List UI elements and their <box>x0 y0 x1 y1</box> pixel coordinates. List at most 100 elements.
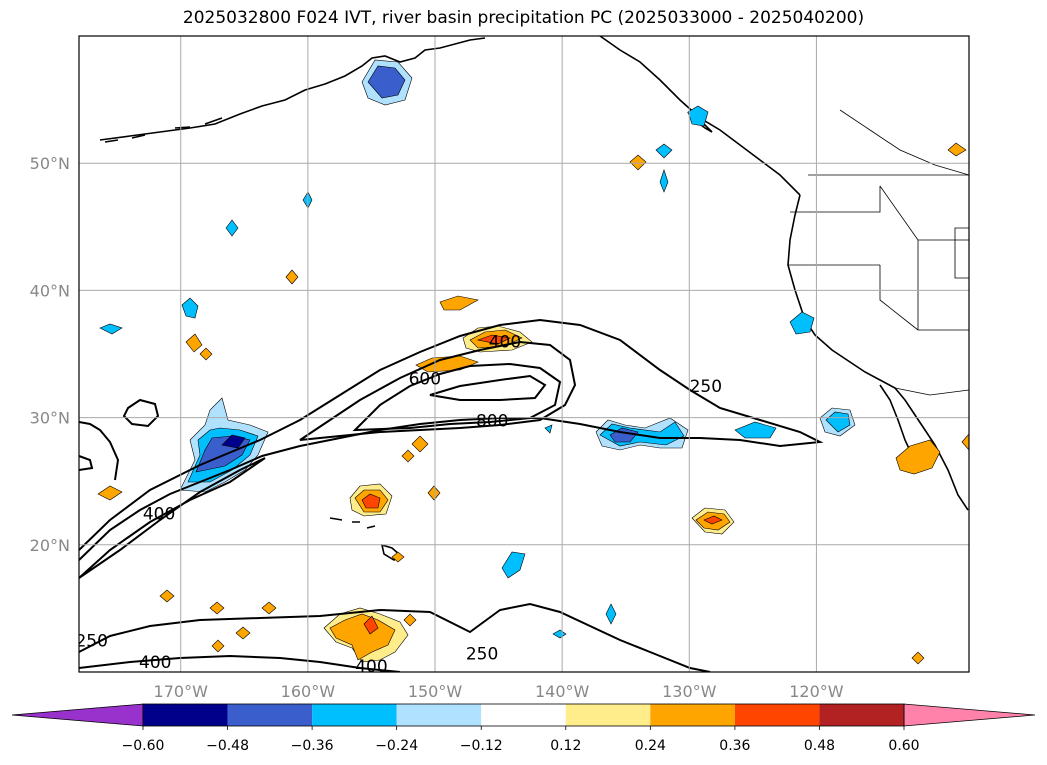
lat-tick-label: 40°N <box>30 281 70 300</box>
colorbar-tick-label: 0.24 <box>635 738 666 754</box>
negative-pc-area <box>544 424 553 434</box>
colorbar-segment <box>312 704 397 726</box>
lat-tick-label: 50°N <box>30 154 70 173</box>
ivt-contour-600 <box>352 362 562 432</box>
ivt-contour-label: 250 <box>690 377 722 397</box>
positive-pc-area <box>411 435 429 453</box>
ivt-contour-400 <box>299 340 577 441</box>
political-borders <box>788 109 969 396</box>
negative-pc-area <box>552 629 567 639</box>
colorbar-tick-label: −0.48 <box>206 738 249 754</box>
positive-pc-area <box>211 639 225 653</box>
positive-pc-area <box>427 485 441 501</box>
colorbar: −0.60 −0.48 −0.36 −0.24 −0.12 0.12 0.24 0.36 0.4… <box>11 703 1036 754</box>
mexico-border <box>894 387 969 396</box>
ivt-contour-closed <box>79 455 94 471</box>
positive-pc-area <box>961 433 969 451</box>
positive-pc-area <box>329 613 396 661</box>
positive-pc-area <box>895 439 941 475</box>
aleutian-islands <box>104 117 223 143</box>
positive-pc-area <box>911 651 925 665</box>
colorbar-tick-label: 0.12 <box>550 738 581 754</box>
positive-pc-area <box>476 334 511 345</box>
ivt-contour-label: 400 <box>489 333 521 353</box>
lat-tick-labels: 20°N 30°N 40°N 50°N <box>30 154 70 555</box>
colorbar-segment <box>396 704 482 726</box>
negative-pc-area <box>789 311 815 335</box>
lon-tick-label: 160°W <box>281 682 336 701</box>
lat-tick-label: 30°N <box>30 409 70 428</box>
ivt-contour-label: 400 <box>143 504 175 524</box>
positive-pc-area <box>439 295 479 311</box>
ivt-contour-labels: 400 600 800 250 400 250 400 400 250 <box>79 333 722 677</box>
graticule <box>79 36 969 672</box>
colorbar-tick-label: −0.12 <box>460 738 503 754</box>
negative-pc-area <box>181 297 199 319</box>
colorbar-extend-max <box>903 703 1036 727</box>
lon-tick-label: 130°W <box>662 682 717 701</box>
canada-province-border <box>839 109 969 176</box>
positive-pc-area <box>261 601 277 615</box>
lon-tick-label: 140°W <box>535 682 590 701</box>
negative-pc-area <box>687 105 709 127</box>
ivt-contour-label: 800 <box>476 412 508 432</box>
ivt-contour-250-south <box>79 602 711 672</box>
positive-pc-area <box>97 485 123 501</box>
negative-pc-area <box>659 169 669 193</box>
lon-tick-label: 150°W <box>408 682 463 701</box>
colorbar-outline <box>142 703 905 727</box>
negative-pc-area <box>221 434 246 449</box>
ivt-contour-closed <box>79 421 120 481</box>
negative-pc-area <box>99 323 123 335</box>
positive-pc-area <box>285 269 299 285</box>
negative-pc-area <box>825 411 851 433</box>
positive-pc-area <box>185 333 203 353</box>
ivt-contour-label: 250 <box>466 644 498 664</box>
state-border-nd <box>954 227 969 279</box>
positive-pc-area <box>159 589 175 603</box>
map-frame <box>78 35 970 673</box>
ivt-contour-400 <box>79 457 266 579</box>
ivt-contour-800 <box>429 374 547 401</box>
state-border-wa-or <box>790 186 881 213</box>
positive-pc-area <box>947 142 967 157</box>
positive-pc-area <box>391 551 405 563</box>
positive-pc-area <box>235 626 251 640</box>
lat-tick-label: 20°N <box>30 536 70 555</box>
negative-pc-area <box>225 219 239 237</box>
lon-tick-labels: 170°W 160°W 150°W 140°W 130°W 120°W <box>154 682 844 701</box>
lon-tick-label: 120°W <box>789 682 844 701</box>
state-border-ca-nv <box>879 265 919 331</box>
colorbar-segment <box>734 704 820 726</box>
map-plot-area: 400 600 800 250 400 250 400 400 250 <box>79 36 969 677</box>
positive-pc-area <box>361 493 381 509</box>
colorbar-tick-label: −0.36 <box>291 738 334 754</box>
ivt-contour-label: 400 <box>139 653 171 673</box>
positive-pc-area <box>363 615 379 635</box>
positive-pc-area <box>629 154 647 171</box>
positive-pc-area <box>199 347 213 361</box>
colorbar-segment <box>481 704 566 726</box>
positive-pc-area <box>401 449 415 463</box>
colorbar-segment <box>819 704 904 726</box>
north-america-coastline <box>787 194 969 511</box>
negative-pc-area <box>655 143 673 159</box>
ivt-contour-250 <box>79 318 824 561</box>
ivt-contour-label: 400 <box>355 657 387 677</box>
colorbar-segment <box>650 704 735 726</box>
ocean-background <box>79 36 969 672</box>
colorbar-tick-label: −0.60 <box>122 738 165 754</box>
lon-tick-label: 170°W <box>154 682 209 701</box>
negative-pc-area <box>605 603 617 625</box>
colorbar-extend-min <box>11 703 144 727</box>
ivt-contour-label: 600 <box>409 370 441 390</box>
positive-pc-area <box>403 613 417 627</box>
colorbar-segment <box>143 704 228 726</box>
ivt-contours <box>79 318 824 672</box>
colorbar-tick-label: −0.24 <box>375 738 418 754</box>
hawaii-islands <box>329 517 402 561</box>
negative-pc-area <box>367 65 406 99</box>
ivt-contour-400-south <box>79 654 401 672</box>
colorbar-tick-label: 0.60 <box>888 738 919 754</box>
colorbar-tick-label: 0.36 <box>719 738 750 754</box>
